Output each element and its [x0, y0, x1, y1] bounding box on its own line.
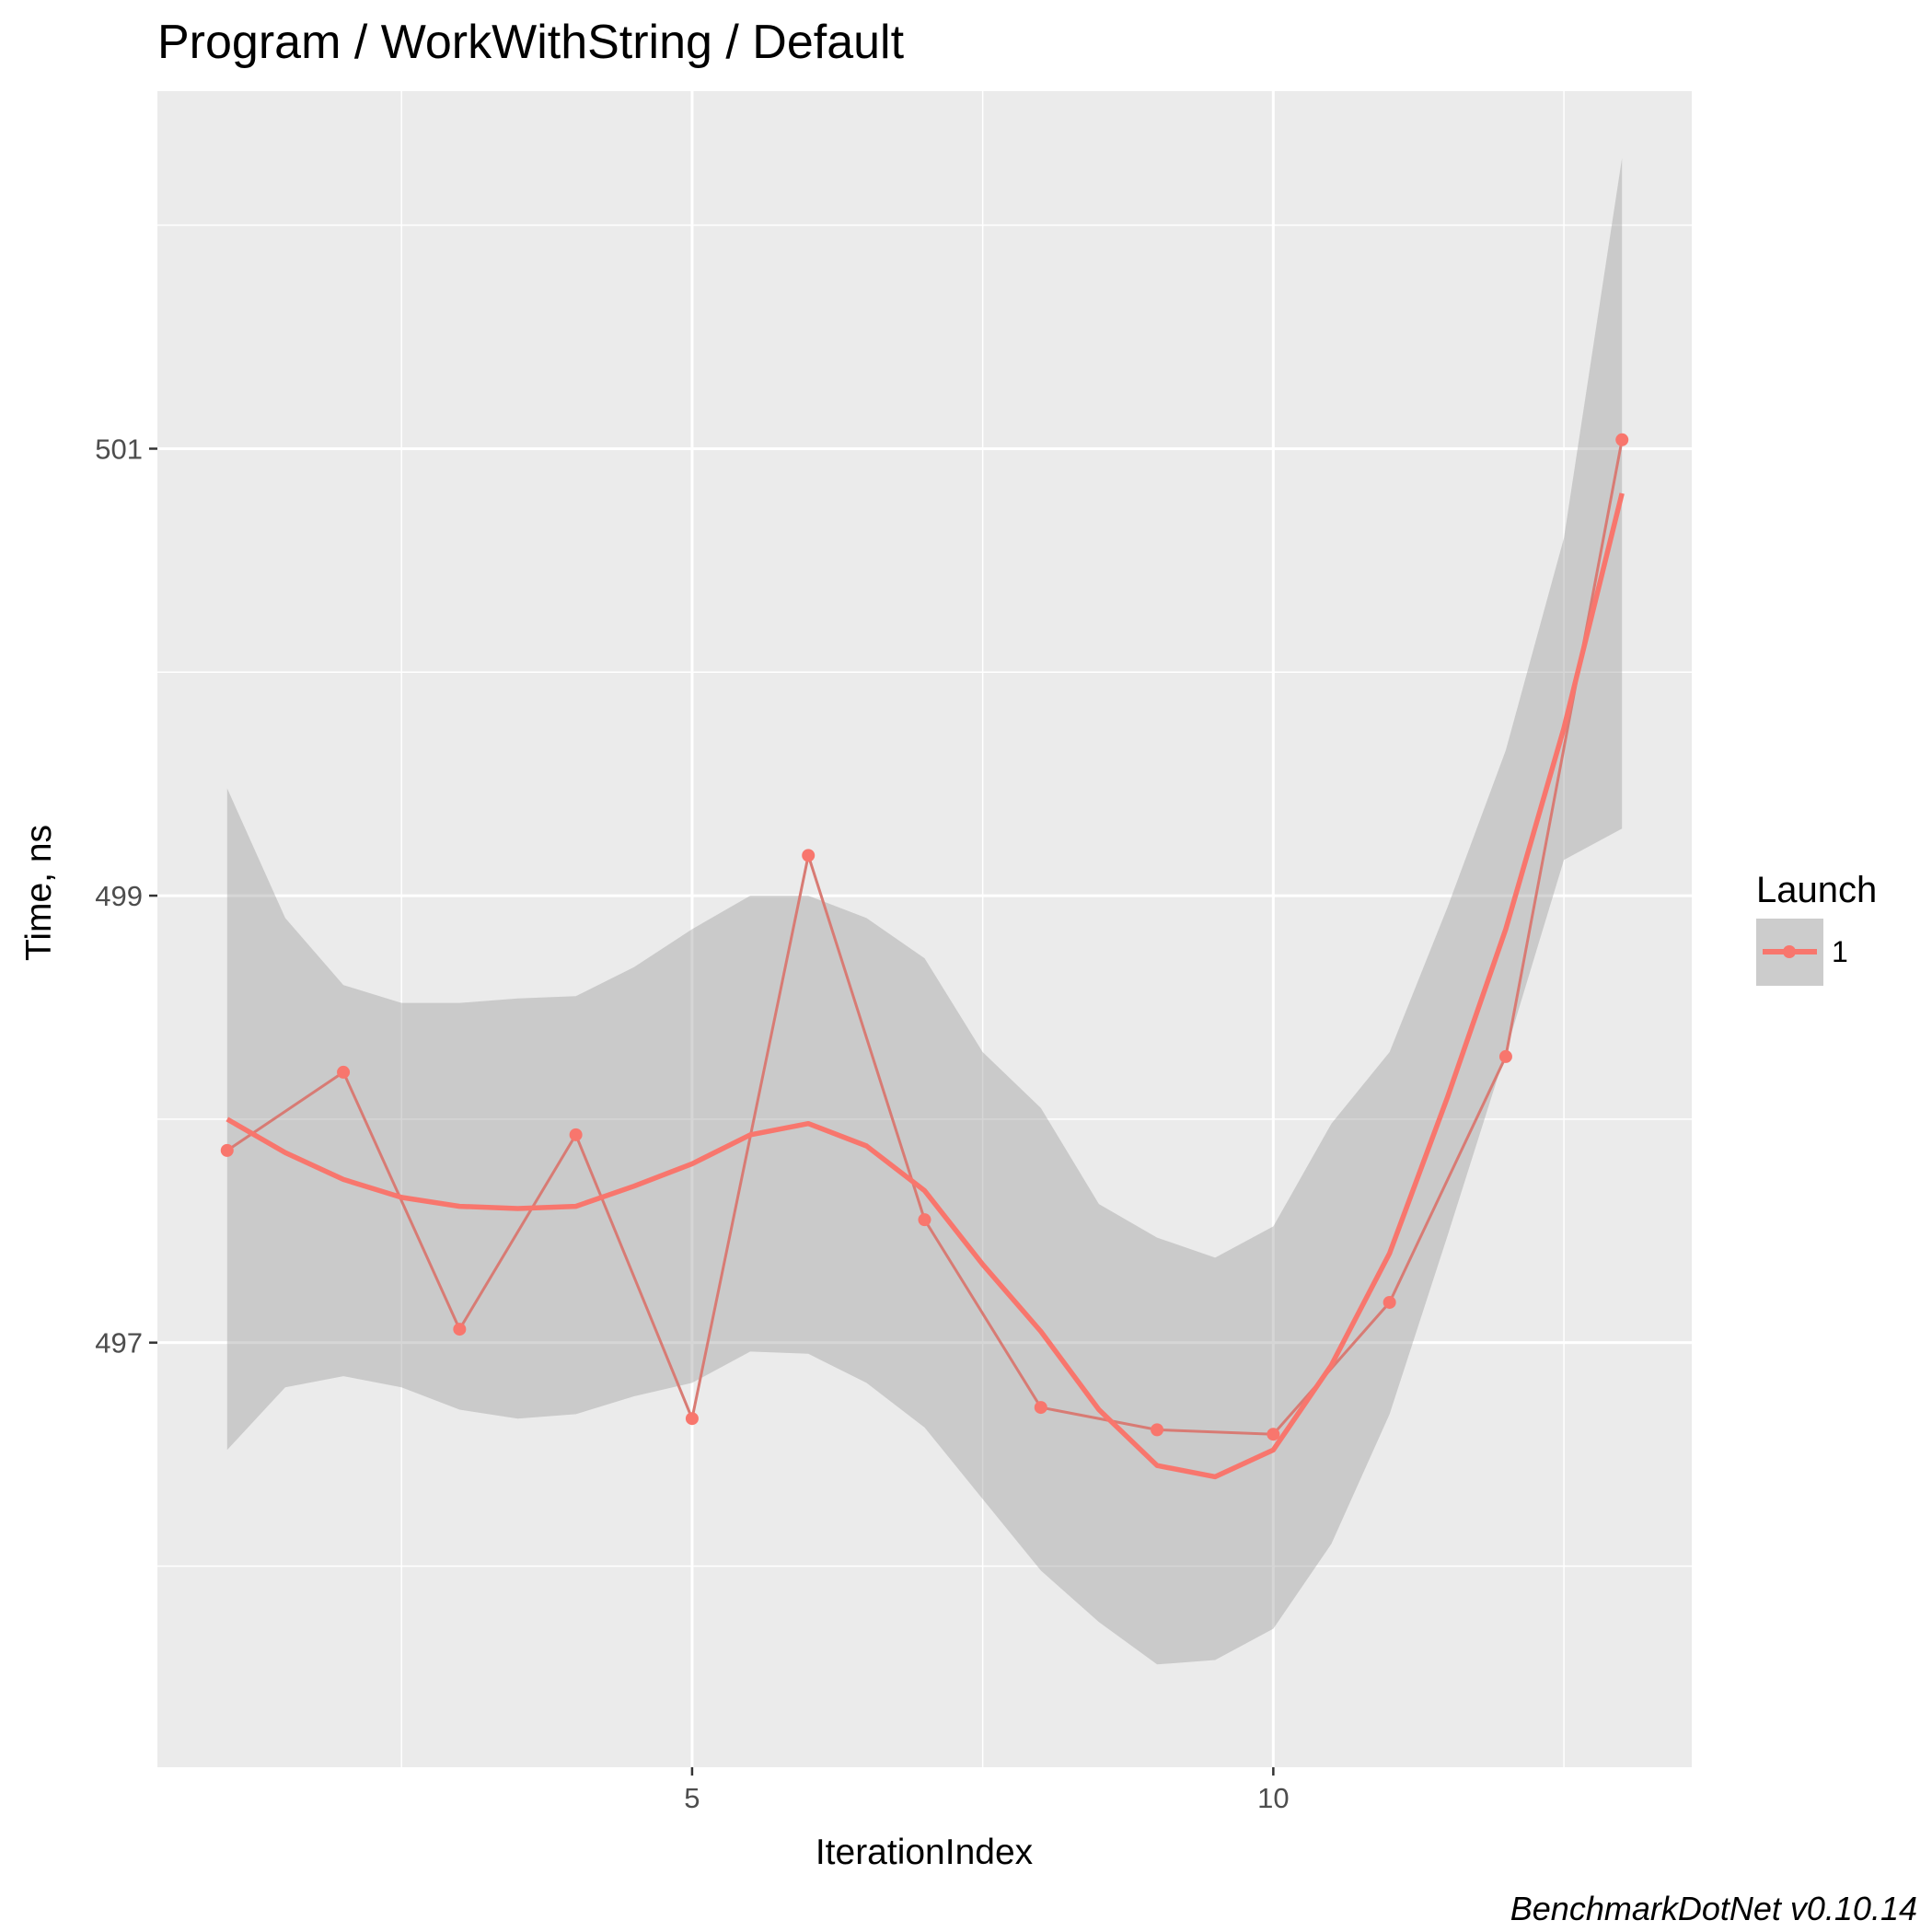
minor-gridlines [157, 91, 1692, 1767]
data-point [685, 1412, 699, 1426]
data-point [1267, 1428, 1280, 1441]
data-point [453, 1323, 467, 1336]
smooth-line-1 [226, 492, 1625, 1480]
data-point [1151, 1423, 1164, 1437]
x-tick-label: 5 [684, 1782, 700, 1814]
x-tick-label: 10 [1257, 1782, 1289, 1814]
data-point [220, 1143, 234, 1157]
data-point [918, 1213, 931, 1227]
x-axis: 5 10 [684, 1767, 1290, 1814]
y-axis: 497 499 501 [95, 433, 157, 1359]
legend-label-1: 1 [1832, 935, 1848, 968]
legend-title: Launch [1756, 870, 1877, 910]
data-point [802, 849, 816, 862]
data-point [1382, 1295, 1396, 1309]
y-tick-label: 497 [95, 1327, 143, 1359]
chart-caption: BenchmarkDotNet v0.10.14 [1510, 1890, 1917, 1927]
data-point [569, 1128, 583, 1141]
chart-title: Program / WorkWithString / Default [157, 16, 905, 69]
major-gridlines [157, 91, 1692, 1767]
plot-panel [157, 91, 1692, 1767]
data-point [1034, 1401, 1047, 1415]
y-tick-label: 501 [95, 433, 143, 465]
legend: Launch 1 [1756, 870, 1877, 986]
data-points [220, 433, 1629, 1441]
confidence-band [226, 157, 1623, 1665]
legend-key-point [1783, 945, 1796, 958]
data-point [1498, 1049, 1512, 1063]
data-point [1615, 433, 1629, 446]
y-tick-label: 499 [95, 880, 143, 912]
data-point [337, 1065, 351, 1079]
x-axis-title: IterationIndex [816, 1833, 1034, 1872]
y-axis-title: Time, ns [19, 825, 59, 961]
